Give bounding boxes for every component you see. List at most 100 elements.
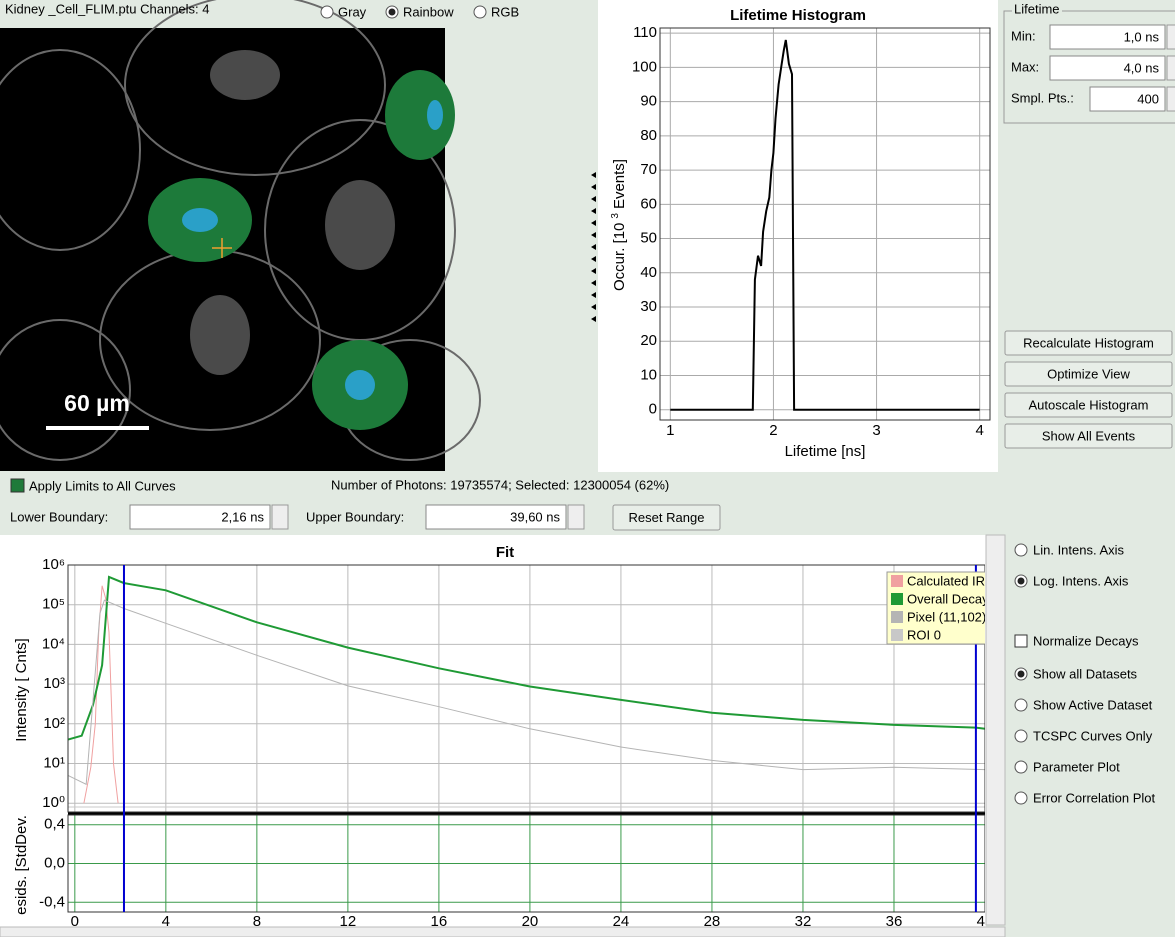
button-label: Show All Events	[1042, 428, 1136, 443]
y-tick-label: -0,4	[39, 893, 65, 910]
file-title: Kidney _Cell_FLIM.ptu Channels: 4	[5, 1, 210, 16]
button[interactable]	[612, 504, 721, 531]
spin-button[interactable]	[1166, 86, 1175, 112]
x-tick-label: 3	[872, 422, 880, 439]
y-tick-label: 0	[649, 401, 657, 418]
photon-count: Number of Photons: 19735574; Selected: 1…	[331, 477, 669, 492]
button[interactable]	[1004, 361, 1173, 387]
x-tick-label: 4	[976, 422, 984, 439]
radio[interactable]	[1014, 791, 1028, 805]
radio[interactable]	[320, 5, 334, 19]
y-axis-label: Intensity [ Cnts]	[13, 638, 30, 741]
option-label: Parameter Plot	[1033, 759, 1120, 774]
scale-bar-label: 60 µm	[64, 390, 130, 416]
radio-dot	[388, 8, 396, 16]
decay-curve	[67, 575, 985, 741]
crosshair	[212, 238, 232, 258]
plot-frame	[67, 564, 985, 813]
legend-swatch	[891, 593, 903, 605]
spin-button[interactable]	[1166, 55, 1175, 81]
x-tick-label: 2	[769, 422, 777, 439]
splitter-arrows	[591, 172, 596, 322]
plot-frame	[67, 814, 985, 913]
button-label: Recalculate Histogram	[1023, 335, 1154, 350]
field-label: Max:	[1011, 59, 1039, 74]
field-label: Min:	[1011, 28, 1036, 43]
option-label: Normalize Decays	[1033, 633, 1139, 648]
y-tick-label: 60	[640, 195, 657, 212]
spin-button[interactable]	[567, 504, 585, 530]
spin-button[interactable]	[271, 504, 289, 530]
checkbox[interactable]	[10, 478, 25, 493]
histogram-line	[670, 39, 980, 411]
y-tick-label: 50	[640, 230, 657, 247]
y-tick-label: 20	[640, 332, 657, 349]
text-field[interactable]	[129, 504, 271, 530]
y-tick-label: 0,0	[44, 854, 65, 871]
button[interactable]	[1004, 423, 1173, 449]
field-value: 400	[1137, 91, 1159, 106]
text-field[interactable]	[425, 504, 567, 530]
radio-dot	[1017, 577, 1025, 585]
option-label: Lin. Intens. Axis	[1033, 542, 1125, 557]
fit-panel	[0, 535, 986, 927]
cell-outlines	[0, 0, 481, 461]
checkbox[interactable]	[1014, 634, 1028, 648]
y-tick-label: 70	[640, 161, 657, 178]
lifetime-group	[1003, 10, 1175, 124]
x-tick-label: 0	[71, 913, 79, 930]
x-tick-label: 8	[253, 913, 261, 930]
y-tick-label: 10³	[43, 675, 65, 692]
field-label: Lower Boundary:	[10, 509, 108, 524]
x-tick-label: 24	[613, 913, 630, 930]
y-tick-label: 10⁰	[42, 794, 65, 811]
legend-label: ROI 0	[907, 627, 941, 642]
color-mode-label: Rainbow	[403, 4, 454, 19]
group-title-bg	[1012, 4, 1062, 16]
button-label: Reset Range	[629, 510, 705, 525]
radio[interactable]	[1014, 698, 1028, 712]
x-tick-label: 40	[977, 913, 994, 930]
button[interactable]	[1004, 392, 1173, 418]
chart-title: Lifetime Histogram	[730, 7, 866, 24]
y-tick-label: 10²	[43, 715, 65, 732]
group-title: Lifetime	[1014, 1, 1060, 16]
field-label: Upper Boundary:	[306, 509, 404, 524]
y-tick-label: 10⁴	[42, 635, 65, 652]
h-scrollbar[interactable]	[0, 926, 1006, 937]
option-label: Error Correlation Plot	[1033, 790, 1155, 805]
y-tick-label: 80	[640, 127, 657, 144]
scrollbar[interactable]	[985, 534, 1006, 926]
field-value: 2,16 ns	[221, 509, 264, 524]
x-tick-label: 28	[704, 913, 721, 930]
y-tick-label: 90	[640, 93, 657, 110]
option-label: Show Active Dataset	[1033, 697, 1153, 712]
text-field[interactable]	[1049, 24, 1166, 50]
x-axis-label: Lifetime [ns]	[785, 443, 866, 460]
y-tick-label: 30	[640, 298, 657, 315]
y-tick-label: 0,4	[44, 816, 65, 833]
legend-swatch	[891, 629, 903, 641]
button-label: Optimize View	[1047, 366, 1130, 381]
button-label: Autoscale Histogram	[1029, 397, 1149, 412]
radio[interactable]	[473, 5, 487, 19]
field-label: Smpl. Pts.:	[1011, 90, 1074, 105]
text-field[interactable]	[1049, 55, 1166, 81]
legend-label: Pixel (11,102)	[907, 609, 986, 624]
radio[interactable]	[1014, 760, 1028, 774]
x-tick-label: 36	[886, 913, 903, 930]
legend-swatch	[891, 611, 903, 623]
text-field[interactable]	[1089, 86, 1166, 112]
y-tick-label: 100	[632, 58, 657, 75]
chart-title: Fit	[496, 544, 514, 561]
x-tick-label: 32	[795, 913, 812, 930]
radio[interactable]	[1014, 543, 1028, 557]
button[interactable]	[1004, 330, 1173, 356]
radio[interactable]	[1014, 729, 1028, 743]
x-tick-label: 1	[666, 422, 674, 439]
nuclei	[190, 50, 395, 375]
y-tick-label: 40	[640, 264, 657, 281]
option-label: Show all Datasets	[1033, 666, 1138, 681]
spin-button[interactable]	[1166, 24, 1175, 50]
